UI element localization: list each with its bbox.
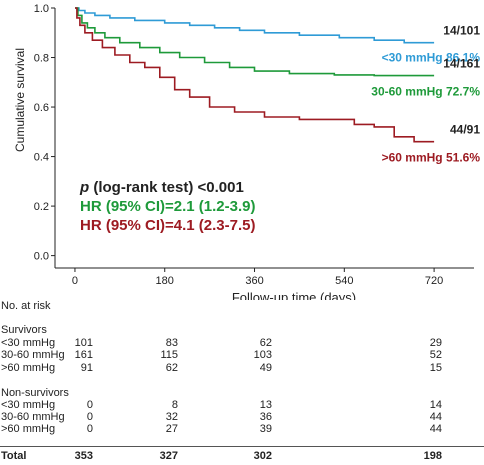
risk-group-label: <30 mmHg [1,399,56,411]
nonsurvivors-header-part: Non- [1,387,25,399]
x-tick-label: 720 [425,275,443,287]
y-tick-label: 0.0 [34,251,49,263]
series-line [75,7,435,44]
chart-end-labels: 14/101 <30 mmHg 86.1%14/161 30-60 mmHg 72.… [371,24,480,165]
y-tick-label: 0.8 [34,53,49,65]
total-divider [0,446,484,447]
risk-cell: 39 [259,423,272,435]
total-cell: 327 [159,450,178,462]
series-line [75,7,435,77]
end-label-count: 14/161 [443,57,480,71]
y-tick-label: 0.4 [34,152,49,164]
risk-cell: 62 [259,337,272,349]
risk-cell: 32 [165,411,178,423]
y-tick-label: 1.0 [34,3,49,15]
survival-chart: 0.0 0.2 0.4 0.6 0.8 1.0 0 180 360 540 720 14/101 <3… [13,3,480,300]
y-axis-label: Cumulative survival [13,48,27,152]
hr-high-annotation: HR (95% CI)=4.1 (2.3-7.5) [80,217,255,234]
y-tick-label: 0.6 [34,102,49,114]
end-label-group: 30-60 mmHg 72.7% [371,85,480,99]
hr-mid-annotation: HR (95% CI)=2.1 (1.2-3.9) [80,198,255,215]
risk-cell: 91 [80,362,93,374]
x-tick-label: 360 [245,275,263,287]
nonsurvivors-header-part: survivors [24,387,69,399]
risk-cell: 13 [259,399,272,411]
total-cell: 353 [74,450,93,462]
total-cell: 198 [423,450,442,462]
risk-cell: 49 [259,362,272,374]
total-cell: 302 [253,450,272,462]
risk-cell: 62 [165,362,178,374]
end-label-count: 44/91 [450,123,480,137]
risk-group-label: >60 mmHg [1,362,56,374]
risk-cell: 14 [429,399,442,411]
risk-cell: 103 [253,349,272,361]
end-label-group: <30 mmHg 86.1% [382,51,481,65]
risk-cell: 8 [171,399,178,411]
risk-cell: 36 [259,411,272,423]
risk-cell: 0 [86,411,93,423]
x-tick-label: 540 [335,275,353,287]
risk-group-label: >60 mmHg [1,423,56,435]
risk-cell: 101 [74,337,93,349]
end-label-count: 14/101 [443,24,480,38]
nonsurvivors-header: Non-survivors [1,387,69,399]
x-tick-label: 180 [156,275,174,287]
x-axis-label: Follow-up time (days) [232,290,356,300]
risk-table-title: No. at risk [1,300,51,312]
risk-cell: 52 [429,349,442,361]
risk-cell: 0 [86,399,93,411]
p-value-annotation: p (log-rank test) <0.001 [79,179,244,196]
x-tick-label: 0 [72,275,78,287]
p-text: (log-rank test) <0.001 [89,179,244,196]
end-label-group: >60 mmHg 51.6% [382,151,481,165]
p-symbol: p [79,179,89,196]
chart-axes: 0.0 0.2 0.4 0.6 0.8 1.0 0 180 360 540 720 [34,3,474,287]
risk-cell: 15 [429,362,442,374]
risk-cell: 0 [86,423,93,435]
survivors-header: Survivors [1,324,47,336]
risk-group-label: 30-60 mmHg [1,411,65,423]
risk-cell: 44 [429,411,442,423]
y-tick-label: 0.2 [34,201,49,213]
risk-cell: 29 [429,337,442,349]
risk-cell: 83 [165,337,178,349]
risk-cell: 115 [160,349,178,361]
risk-cell: 161 [74,349,93,361]
risk-group-label: 30-60 mmHg [1,349,65,361]
chart-series-lines [75,7,435,143]
total-label: Total [1,450,27,462]
risk-group-label: <30 mmHg [1,337,56,349]
risk-cell: 44 [429,423,442,435]
risk-cell: 27 [165,423,178,435]
series-line [75,7,435,143]
